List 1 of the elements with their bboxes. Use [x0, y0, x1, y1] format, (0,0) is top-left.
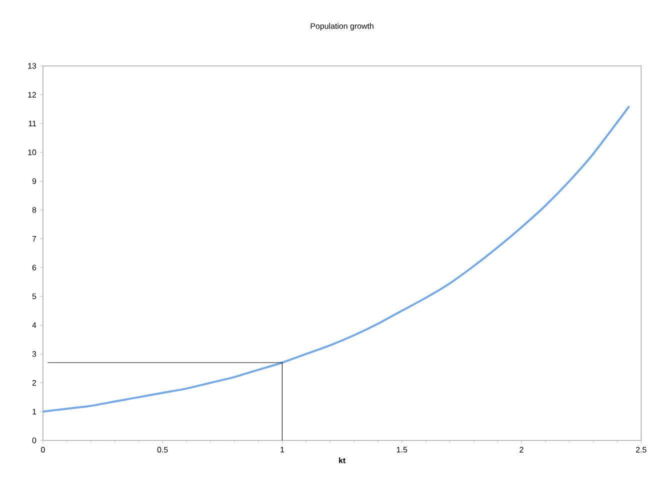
line-series — [42, 105, 630, 412]
